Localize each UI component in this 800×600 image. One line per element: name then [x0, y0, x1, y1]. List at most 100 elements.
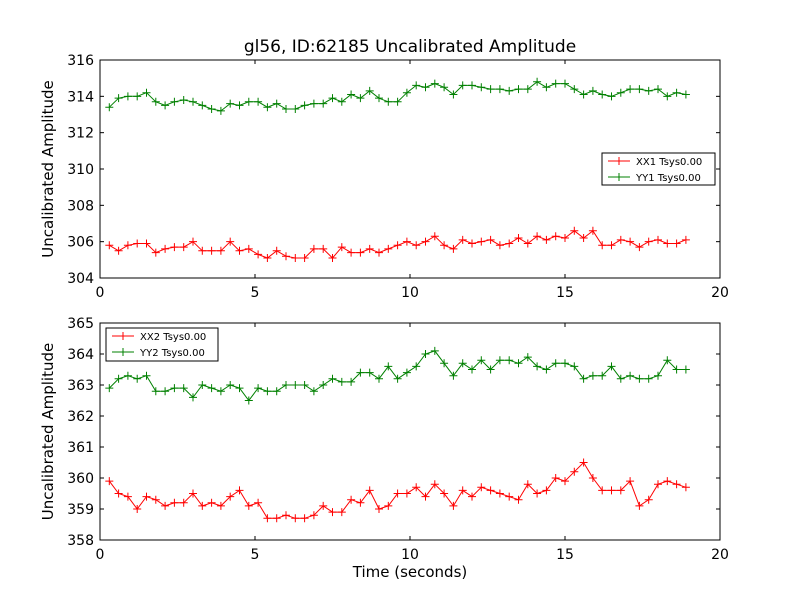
series-2 — [105, 77, 690, 115]
data-point — [189, 393, 197, 402]
data-point — [309, 244, 318, 253]
data-point — [207, 384, 216, 393]
data-point — [505, 492, 514, 501]
y-tick-label: 359 — [67, 502, 94, 518]
data-point — [309, 99, 318, 108]
data-point — [672, 88, 681, 97]
data-point — [300, 101, 309, 110]
data-point — [235, 384, 244, 393]
data-point — [179, 384, 188, 393]
data-point — [319, 381, 328, 389]
data-point — [365, 86, 374, 95]
data-point — [254, 384, 263, 393]
data-point — [151, 248, 160, 257]
data-point — [440, 83, 449, 92]
data-point — [216, 246, 225, 255]
data-point — [142, 371, 151, 380]
data-point — [393, 241, 402, 250]
data-point — [226, 492, 235, 501]
data-point — [607, 362, 616, 371]
data-point — [402, 237, 411, 246]
data-point — [561, 359, 569, 368]
data-point — [170, 243, 179, 252]
data-point — [449, 244, 458, 253]
data-point — [244, 244, 253, 253]
data-point — [616, 374, 625, 383]
data-point — [272, 99, 281, 108]
data-point — [607, 486, 616, 495]
data-point — [179, 498, 188, 507]
data-point — [216, 501, 225, 510]
data-point — [198, 381, 207, 389]
data-point — [123, 371, 132, 380]
data-point — [114, 94, 123, 103]
data-point — [579, 234, 588, 243]
data-point — [393, 97, 402, 106]
data-point — [551, 474, 560, 482]
data-point — [263, 103, 272, 112]
data-point — [151, 495, 160, 504]
data-point — [114, 246, 123, 255]
data-point — [384, 362, 393, 371]
data-point — [440, 489, 449, 498]
data-point — [226, 381, 235, 389]
data-point — [570, 226, 579, 235]
data-point — [523, 480, 532, 489]
data-point — [319, 99, 328, 108]
data-point — [114, 489, 123, 498]
data-point — [207, 105, 216, 114]
y-tick-label: 314 — [67, 89, 94, 105]
y-tick-label: 304 — [67, 271, 94, 287]
data-point — [551, 359, 560, 368]
data-point — [514, 359, 523, 368]
data-point — [458, 486, 467, 495]
data-point — [523, 85, 532, 94]
legend-label: YY2 Tsys0.00 — [139, 348, 205, 359]
data-point — [663, 239, 672, 248]
data-point — [626, 85, 635, 94]
data-point — [430, 79, 439, 88]
data-point — [198, 501, 207, 510]
data-point — [598, 241, 607, 250]
data-point — [402, 368, 411, 377]
data-point — [635, 243, 644, 252]
data-point — [588, 474, 597, 482]
data-point — [142, 239, 151, 248]
data-point — [533, 77, 542, 86]
x-tick-label: 10 — [401, 547, 419, 563]
x-axis-label: Time (seconds) — [352, 563, 468, 581]
data-point — [123, 92, 132, 101]
data-point — [393, 374, 402, 383]
data-point — [123, 492, 132, 501]
data-point — [309, 511, 318, 520]
data-point — [309, 387, 318, 396]
x-tick-label: 5 — [251, 547, 260, 563]
data-point — [282, 381, 290, 389]
data-point — [607, 92, 616, 101]
data-point — [514, 234, 523, 243]
data-point — [681, 235, 690, 244]
data-point — [598, 486, 607, 495]
y-tick-label: 310 — [67, 162, 94, 178]
data-point — [607, 241, 616, 250]
data-point — [179, 95, 188, 104]
y-tick-label: 361 — [67, 440, 94, 456]
data-point — [468, 492, 476, 501]
data-point — [179, 243, 188, 252]
data-point — [430, 232, 439, 241]
data-point — [542, 365, 551, 374]
data-point — [626, 477, 635, 486]
data-point — [347, 495, 356, 504]
data-point — [551, 79, 560, 88]
data-point — [356, 498, 365, 507]
data-point — [533, 362, 542, 371]
data-point — [635, 374, 644, 383]
x-tick-label: 0 — [96, 547, 105, 563]
data-point — [337, 97, 346, 106]
data-point — [375, 248, 383, 257]
data-point — [375, 374, 383, 383]
data-point — [449, 90, 458, 99]
data-point — [495, 85, 504, 94]
data-point — [319, 501, 328, 510]
